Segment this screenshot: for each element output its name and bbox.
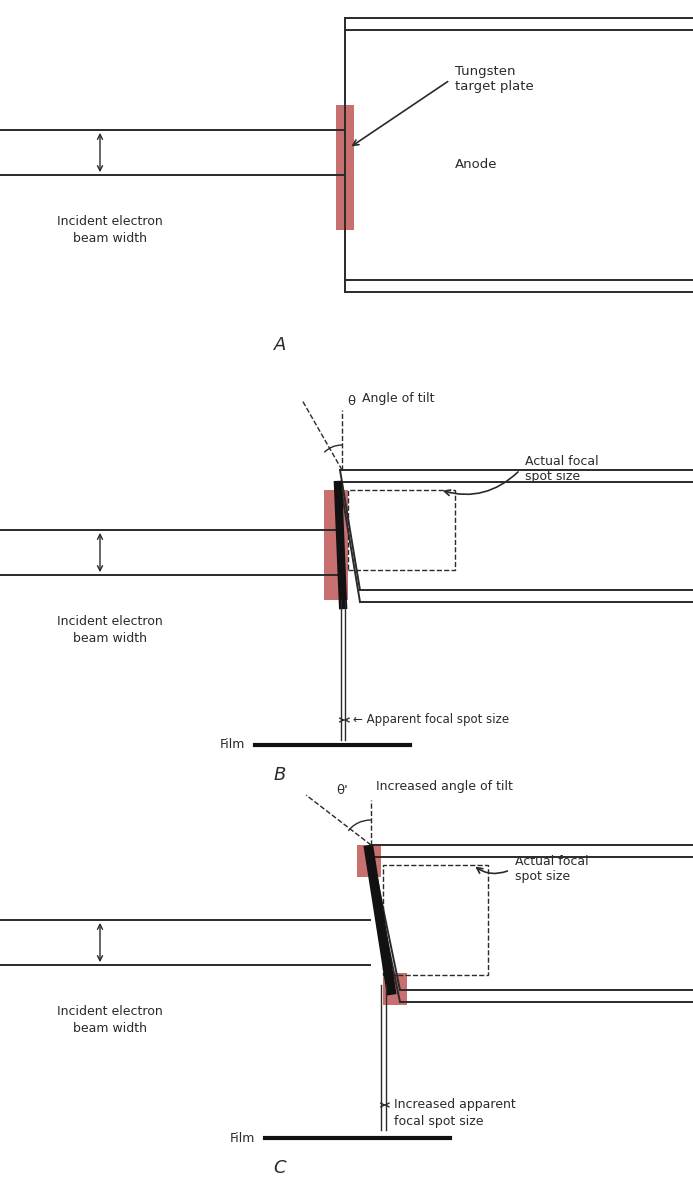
Text: Incident electron
beam width: Incident electron beam width <box>57 614 163 646</box>
Text: Incident electron
beam width: Incident electron beam width <box>57 1006 163 1034</box>
Text: Film: Film <box>220 738 245 751</box>
Text: Increased apparent
focal spot size: Increased apparent focal spot size <box>394 1098 516 1128</box>
Text: θ': θ' <box>336 784 348 797</box>
Text: Increased angle of tilt: Increased angle of tilt <box>376 780 513 793</box>
Bar <box>324 490 348 600</box>
Text: B: B <box>274 766 286 784</box>
Text: C: C <box>274 1159 286 1177</box>
Text: Tungsten
target plate: Tungsten target plate <box>455 65 534 92</box>
Text: ← Apparent focal spot size: ← Apparent focal spot size <box>353 714 509 726</box>
Text: Actual focal
spot size: Actual focal spot size <box>515 854 588 883</box>
Bar <box>383 973 407 1006</box>
Text: Film: Film <box>229 1132 255 1145</box>
Text: Actual focal
spot size: Actual focal spot size <box>525 455 599 482</box>
Bar <box>357 845 381 877</box>
Bar <box>348 490 455 570</box>
Bar <box>383 865 488 974</box>
Text: Incident electron
beam width: Incident electron beam width <box>57 215 163 245</box>
Text: A: A <box>274 336 286 354</box>
Text: Anode: Anode <box>455 158 498 172</box>
Text: θ: θ <box>347 395 355 408</box>
Bar <box>336 104 354 230</box>
Text: Angle of tilt: Angle of tilt <box>362 392 435 404</box>
